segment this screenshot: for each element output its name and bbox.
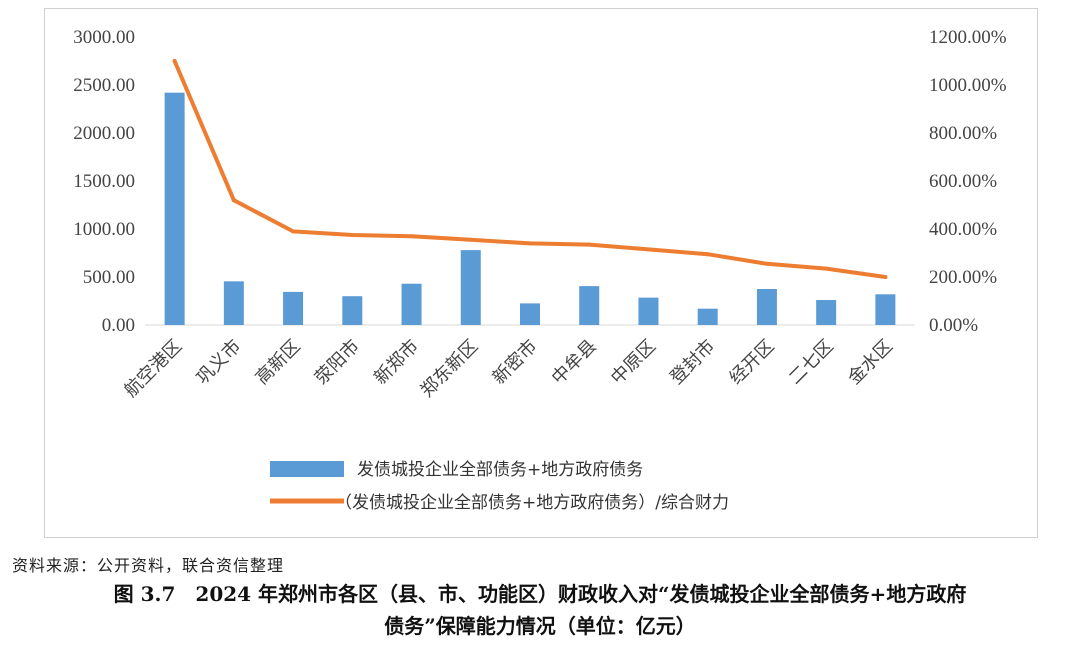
- bar: [816, 300, 837, 325]
- chart-frame: 0.00 500.00 1000.00 1500.00 2000.00 2500.00 30…: [44, 8, 1038, 538]
- line-point: [705, 252, 710, 257]
- y-left-tick-label: 1500.00: [73, 171, 135, 192]
- figure-caption: 图 3.7 2024 年郑州市各区（县、市、功能区）财政收入对“发债城投企业全部…: [0, 578, 1080, 642]
- line-point: [883, 275, 888, 279]
- chart-canvas: 0.00 500.00 1000.00 1500.00 2000.00 2500.00 30…: [73, 27, 1007, 513]
- x-tick-label: 高新区: [252, 336, 305, 389]
- x-tick-label: 登封市: [666, 336, 719, 389]
- line-point: [231, 198, 236, 203]
- y-right-tick-label: 1200.00%: [929, 27, 1007, 48]
- y-right-tick-label: 800.00%: [929, 123, 997, 144]
- x-tick-label: 中牟县: [548, 336, 601, 389]
- bar: [579, 286, 600, 325]
- line-point: [468, 237, 473, 242]
- x-tick-label: 郑东新区: [417, 336, 483, 402]
- x-tick-label: 新密市: [489, 336, 542, 389]
- x-tick-label: 经开区: [725, 336, 778, 389]
- y-left-tick-label: 0.00: [102, 315, 135, 336]
- y-right-tick-label: 1000.00%: [929, 75, 1007, 96]
- legend-bar-swatch: [270, 461, 344, 477]
- bar: [164, 92, 185, 326]
- x-tick-label: 金水区: [844, 336, 897, 389]
- caption-line-1: 图 3.7 2024 年郑州市各区（县、市、功能区）财政收入对“发债城投企业全部…: [113, 582, 967, 606]
- bar: [460, 250, 481, 325]
- bar: [697, 308, 718, 325]
- legend-line-label: （发债城投企业全部债务+地方政府债务）/综合财力: [335, 493, 729, 513]
- y-left-tick-label: 2000.00: [73, 123, 135, 144]
- y-left-tick-label: 1000.00: [73, 219, 135, 240]
- y-right-tick-label: 200.00%: [929, 267, 997, 288]
- line-point: [172, 59, 177, 63]
- bar: [638, 297, 659, 325]
- x-tick-label: 新郑市: [370, 336, 423, 389]
- y-left-tick-label: 3000.00: [73, 27, 135, 48]
- line-point: [824, 266, 829, 271]
- caption-line-2: 债务”保障能力情况（单位：亿元）: [384, 614, 696, 638]
- bar: [875, 294, 896, 325]
- bar: [756, 289, 777, 325]
- x-tick-label: 巩义市: [192, 336, 245, 389]
- bar: [223, 281, 244, 325]
- source-note: 资料来源：公开资料，联合资信整理: [12, 556, 285, 575]
- line-point: [350, 233, 355, 237]
- line-point: [587, 242, 592, 247]
- bar: [401, 283, 422, 325]
- x-tick-label: 中原区: [607, 336, 660, 389]
- line-point: [409, 234, 414, 239]
- bar: [283, 291, 304, 325]
- x-tick-label: 荥阳市: [311, 336, 364, 389]
- y-right-tick-label: 400.00%: [929, 219, 997, 240]
- x-tick-label: 航空港区: [120, 336, 186, 402]
- line-point: [291, 229, 296, 234]
- legend-bar-label: 发债城投企业全部债务+地方政府债务: [357, 460, 643, 480]
- line-point: [528, 241, 532, 246]
- bar: [520, 303, 540, 325]
- bar: [342, 296, 363, 325]
- y-right-tick-label: 600.00%: [929, 171, 997, 192]
- line-point: [646, 247, 651, 252]
- x-tick-label: 二七区: [785, 336, 838, 389]
- y-left-tick-label: 2500.00: [73, 75, 135, 96]
- y-right-tick-label: 0.00%: [929, 315, 978, 336]
- line-point: [764, 261, 769, 266]
- y-left-tick-label: 500.00: [83, 267, 135, 288]
